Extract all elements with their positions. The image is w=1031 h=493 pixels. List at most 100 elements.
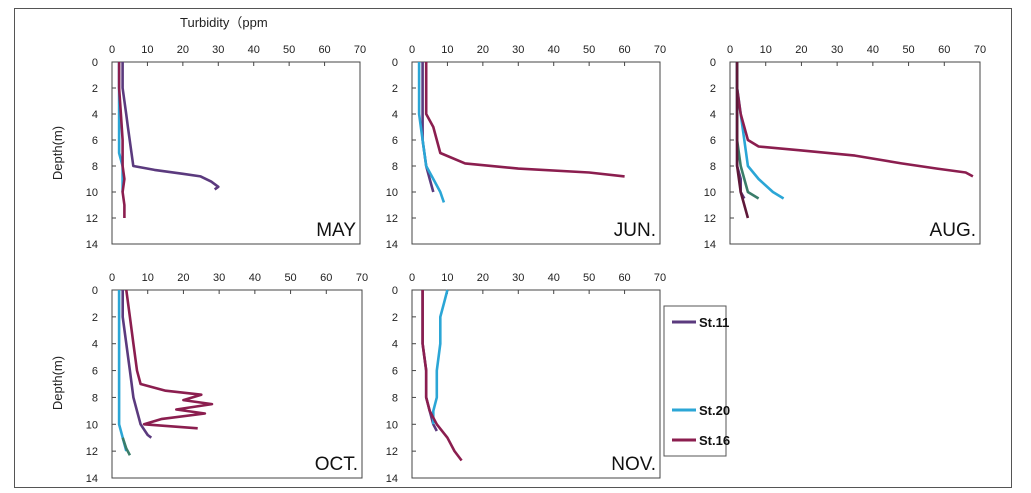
panel-frame	[111, 289, 363, 479]
x-tick-label: 20	[177, 44, 189, 56]
panel-month-label: NOV.	[611, 454, 656, 475]
y-tick-label: 4	[392, 109, 398, 121]
y-tick-label: 12	[386, 446, 398, 458]
x-tick-label: 40	[867, 44, 879, 56]
y-tick-label: 14	[704, 239, 716, 251]
y-tick-label: 2	[92, 312, 98, 324]
x-tick-label: 40	[248, 44, 260, 56]
y-tick-label: 12	[86, 446, 98, 458]
series-line	[417, 62, 446, 203]
legend-label: St.11	[699, 315, 729, 330]
legend-label: St.16	[699, 433, 730, 448]
x-tick-label: 10	[141, 44, 153, 56]
y-tick-label: 10	[704, 187, 716, 199]
x-tick-label: 60	[320, 272, 332, 284]
series-line	[117, 62, 126, 218]
y-tick-label: 14	[86, 239, 98, 251]
x-tick-label: 70	[654, 272, 666, 284]
x-tick-label: 40	[548, 44, 560, 56]
y-tick-label: 6	[92, 366, 98, 378]
y-tick-label: 14	[386, 473, 398, 485]
x-tick-label: 0	[409, 272, 415, 284]
x-tick-label: 20	[477, 272, 489, 284]
x-tick-label: 50	[283, 44, 295, 56]
y-tick-label: 10	[86, 187, 98, 199]
y-tick-label: 2	[392, 83, 398, 95]
series-line	[424, 62, 625, 178]
x-tick-label: 60	[618, 44, 630, 56]
x-tick-label: 40	[548, 272, 560, 284]
x-tick-label: 70	[974, 44, 986, 56]
y-tick-label: 8	[392, 161, 398, 173]
y-tick-label: 4	[710, 109, 716, 121]
x-tick-label: 0	[727, 44, 733, 56]
y-tick-label: 0	[92, 57, 98, 69]
y-tick-label: 0	[392, 285, 398, 297]
panel-month-label: AUG.	[930, 220, 976, 241]
x-tick-label: 20	[795, 44, 807, 56]
y-tick-label: 12	[386, 213, 398, 225]
y-tick-label: 14	[86, 473, 98, 485]
y-axis-title: Depth(m)	[50, 356, 65, 410]
x-tick-label: 0	[409, 44, 415, 56]
legend-label: St.20	[699, 403, 730, 418]
panel-frame	[411, 289, 661, 479]
series-line	[117, 290, 128, 452]
x-tick-label: 20	[177, 272, 189, 284]
series-line	[421, 62, 435, 193]
x-tick-label: 50	[284, 272, 296, 284]
series-line	[735, 62, 750, 219]
series-line	[121, 290, 153, 439]
panel-month-label: JUN.	[614, 220, 656, 241]
x-tick-label: 20	[477, 44, 489, 56]
y-tick-label: 10	[86, 419, 98, 431]
x-tick-label: 30	[512, 44, 524, 56]
x-tick-label: 30	[831, 44, 843, 56]
y-tick-label: 2	[92, 83, 98, 95]
x-tick-label: 0	[109, 44, 115, 56]
y-tick-label: 6	[710, 135, 716, 147]
y-tick-label: 6	[392, 135, 398, 147]
panel-frame	[411, 61, 661, 245]
x-tick-label: 0	[109, 272, 115, 284]
panel-month-label: MAY	[316, 220, 356, 241]
y-tick-label: 6	[392, 366, 398, 378]
y-tick-label: 10	[386, 419, 398, 431]
y-tick-label: 12	[704, 213, 716, 225]
y-tick-label: 6	[92, 135, 98, 147]
series-line	[121, 437, 132, 456]
y-tick-label: 8	[392, 392, 398, 404]
y-tick-label: 0	[92, 285, 98, 297]
x-tick-label: 60	[938, 44, 950, 56]
x-tick-label: 10	[142, 272, 154, 284]
x-tick-label: 50	[583, 44, 595, 56]
series-line	[432, 289, 449, 425]
y-tick-label: 8	[710, 161, 716, 173]
y-tick-label: 14	[386, 239, 398, 251]
y-tick-label: 8	[92, 392, 98, 404]
x-tick-label: 60	[318, 44, 330, 56]
y-tick-label: 8	[92, 161, 98, 173]
y-tick-label: 12	[86, 213, 98, 225]
x-tick-label: 30	[213, 272, 225, 284]
y-tick-label: 10	[386, 187, 398, 199]
x-tick-label: 30	[212, 44, 224, 56]
series-line	[421, 290, 463, 462]
x-tick-label: 70	[356, 272, 368, 284]
panel-frame	[111, 61, 361, 245]
x-axis-title: Turbidity（ppm	[180, 15, 268, 30]
x-tick-label: 50	[902, 44, 914, 56]
x-tick-label: 10	[441, 44, 453, 56]
figure-frame	[14, 8, 1012, 488]
series-line	[121, 62, 220, 191]
y-tick-label: 4	[92, 339, 98, 351]
x-tick-label: 60	[618, 272, 630, 284]
y-tick-label: 2	[710, 83, 716, 95]
legend-box	[663, 305, 727, 457]
y-tick-label: 2	[392, 312, 398, 324]
x-tick-label: 30	[512, 272, 524, 284]
x-tick-label: 70	[354, 44, 366, 56]
series-line	[735, 62, 974, 178]
